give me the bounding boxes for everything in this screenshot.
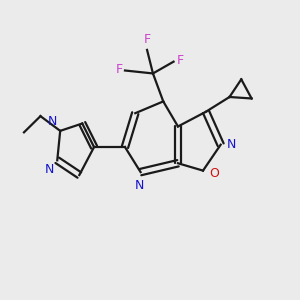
- Text: N: N: [227, 138, 236, 151]
- Text: N: N: [47, 115, 57, 128]
- Text: F: F: [116, 62, 123, 76]
- Text: F: F: [143, 33, 151, 46]
- Text: F: F: [176, 54, 184, 67]
- Text: O: O: [209, 167, 219, 180]
- Text: N: N: [44, 163, 54, 176]
- Text: N: N: [134, 178, 144, 192]
